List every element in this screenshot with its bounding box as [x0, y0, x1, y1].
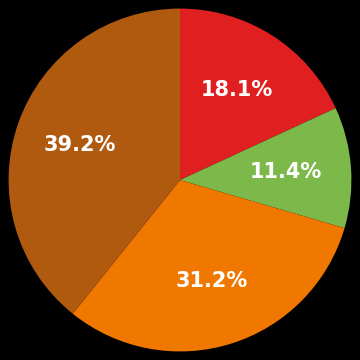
Wedge shape — [73, 180, 345, 351]
Text: 31.2%: 31.2% — [176, 271, 248, 291]
Text: 39.2%: 39.2% — [44, 135, 116, 155]
Text: 18.1%: 18.1% — [201, 81, 273, 100]
Wedge shape — [9, 9, 180, 314]
Text: 11.4%: 11.4% — [250, 162, 322, 182]
Wedge shape — [180, 9, 336, 180]
Wedge shape — [180, 108, 351, 228]
